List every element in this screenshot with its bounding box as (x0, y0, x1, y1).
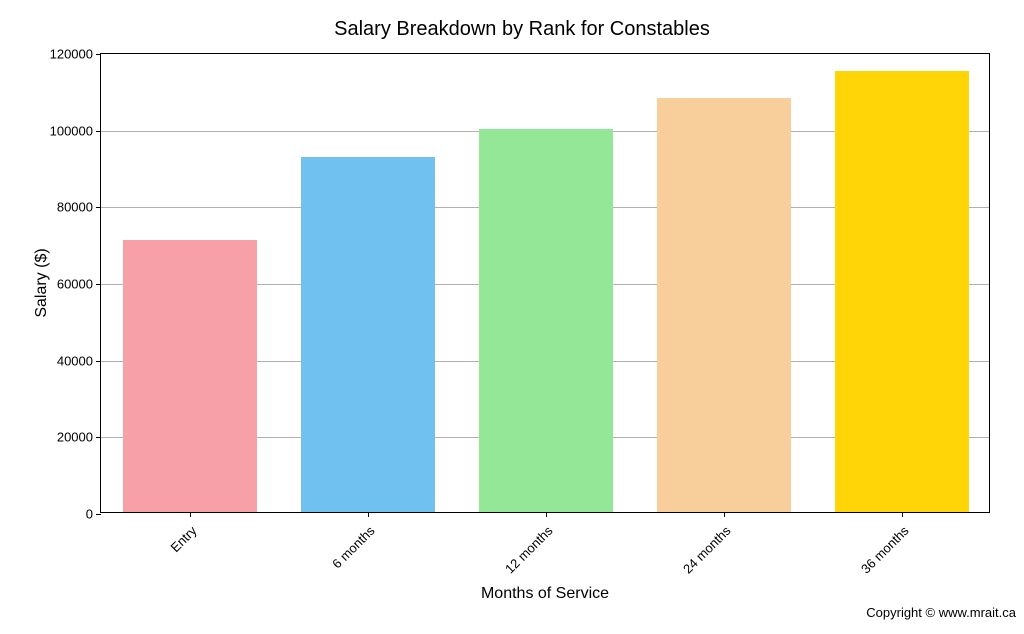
y-tick-label: 60000 (57, 277, 101, 292)
y-tick-label: 40000 (57, 353, 101, 368)
bar (657, 98, 791, 512)
x-tick-label: 36 months (858, 523, 912, 577)
x-tick-label: 6 months (329, 523, 377, 571)
bar (301, 157, 435, 512)
y-tick-label: 80000 (57, 200, 101, 215)
x-tick-label: Entry (168, 523, 200, 555)
x-tick-label: 24 months (680, 523, 734, 577)
bar (835, 71, 969, 512)
x-tick-mark (902, 512, 903, 517)
x-tick-label: 12 months (502, 523, 556, 577)
bar (123, 240, 257, 512)
y-tick-label: 0 (86, 507, 101, 522)
x-tick-mark (724, 512, 725, 517)
x-axis-label: Months of Service (481, 585, 609, 603)
x-tick-mark (368, 512, 369, 517)
y-tick-label: 120000 (50, 47, 101, 62)
bar (479, 129, 613, 512)
x-tick-mark (546, 512, 547, 517)
salary-bar-chart: Salary Breakdown by Rank for Constables … (10, 10, 1024, 624)
chart-title: Salary Breakdown by Rank for Constables (10, 18, 1024, 41)
y-axis-label: Salary ($) (33, 248, 51, 317)
x-tick-mark (190, 512, 191, 517)
y-tick-label: 20000 (57, 430, 101, 445)
plot-area: 020000400006000080000100000120000 (100, 53, 990, 513)
y-tick-label: 100000 (50, 123, 101, 138)
copyright-text: Copyright © www.mrait.ca (866, 605, 1016, 620)
